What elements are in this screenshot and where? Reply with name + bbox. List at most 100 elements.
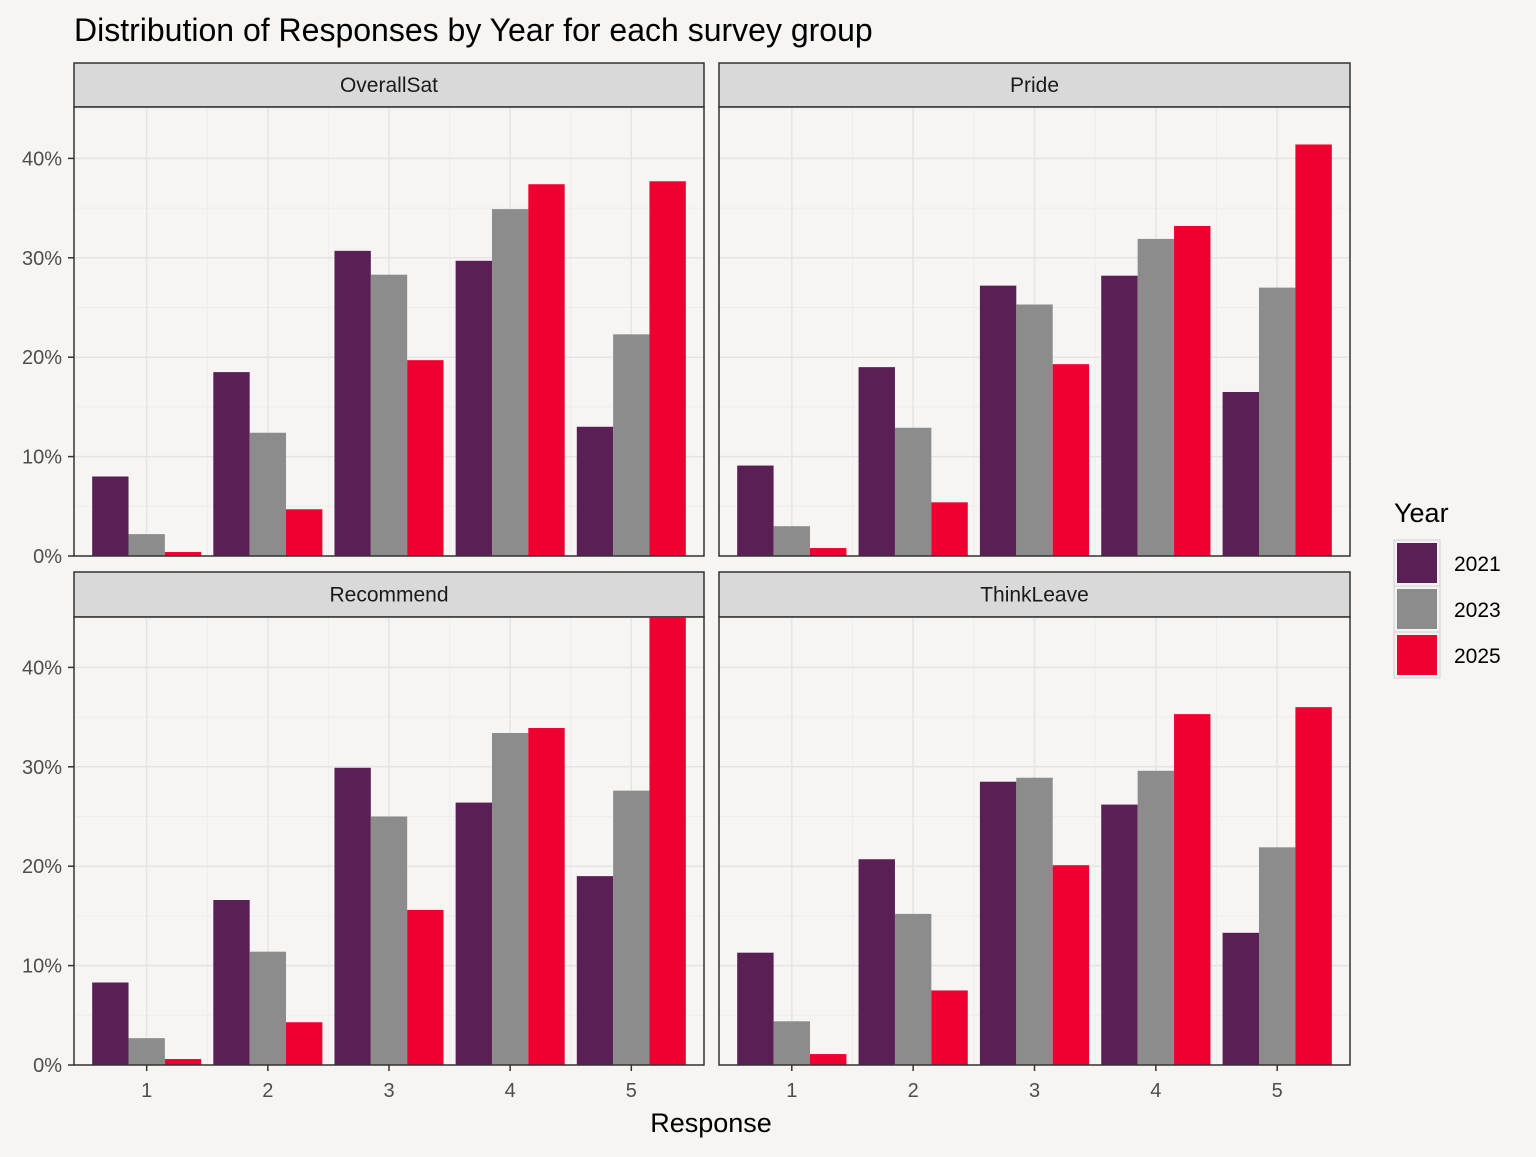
bar-pride-2021-response-2 <box>858 367 895 556</box>
x-tick-label: 2 <box>262 1080 273 1102</box>
bar-overallsat-2023-response-3 <box>370 274 408 556</box>
bar-recommend-2023-response-3 <box>370 816 408 1065</box>
legend-swatch-2021 <box>1397 543 1437 583</box>
bar-recommend-2021-response-4 <box>455 802 492 1065</box>
chart-title: Distribution of Responses by Year for ea… <box>74 12 873 48</box>
y-tick-label: 20% <box>22 347 62 369</box>
panel-border <box>73 106 705 557</box>
facet-strip-label: Recommend <box>329 584 448 607</box>
y-tick-label: 0% <box>33 1055 62 1077</box>
bar-thinkleave-2023-response-3 <box>1016 777 1053 1065</box>
facet-strip-label: OverallSat <box>340 74 438 97</box>
bar-recommend-2023-response-4 <box>491 733 529 1065</box>
y-tick-label: 40% <box>22 657 62 679</box>
y-tick-label: 40% <box>22 148 62 170</box>
bar-pride-2023-response-4 <box>1137 238 1175 556</box>
panel-border <box>718 106 1351 557</box>
facet-strip-label: Pride <box>1010 74 1059 97</box>
legend-label-2023: 2023 <box>1454 599 1501 622</box>
bar-pride-2025-response-3 <box>1052 364 1090 556</box>
facet-strip <box>718 62 1351 108</box>
facet-strip <box>73 571 705 618</box>
bar-overallsat-2021-response-2 <box>213 372 250 556</box>
x-tick-label: 4 <box>1150 1080 1161 1102</box>
bar-thinkleave-2021-response-5 <box>1222 932 1259 1065</box>
x-tick-label: 3 <box>383 1080 394 1102</box>
bar-overallsat-2023-response-4 <box>491 209 529 556</box>
bar-pride-2023-response-2 <box>894 427 932 556</box>
bar-pride-2025-response-4 <box>1174 225 1211 556</box>
panel-overallsat: OverallSat 0% 10% 20% 30% 40% <box>22 62 705 568</box>
facet-strip <box>718 571 1351 618</box>
bar-overallsat-2025-response-4 <box>528 184 565 556</box>
bar-recommend-2021-response-2 <box>213 899 250 1065</box>
bar-recommend-2023-response-5 <box>613 790 650 1065</box>
bar-recommend-2023-response-2 <box>249 951 287 1065</box>
y-tick-label: 10% <box>22 956 62 978</box>
bar-recommend-2025-response-3 <box>407 909 444 1065</box>
x-tick-label: 1 <box>786 1080 797 1102</box>
bar-pride-2021-response-1 <box>737 465 774 556</box>
bar-overallsat-2021-response-5 <box>576 426 614 556</box>
x-tick-label: 5 <box>1272 1080 1283 1102</box>
facet-strip <box>73 62 705 108</box>
bar-recommend-2025-response-1 <box>164 1059 202 1065</box>
bar-thinkleave-2025-response-1 <box>810 1054 847 1065</box>
bar-pride-2023-response-3 <box>1016 304 1053 556</box>
bar-pride-2021-response-5 <box>1222 391 1259 556</box>
bar-overallsat-2025-response-5 <box>649 181 686 556</box>
legend-label-2025: 2025 <box>1454 645 1501 668</box>
bar-pride-2023-response-5 <box>1258 287 1296 556</box>
bar-thinkleave-2025-response-2 <box>931 990 968 1065</box>
bar-overallsat-2023-response-5 <box>613 334 650 556</box>
x-tick-label: 1 <box>141 1080 152 1102</box>
y-tick-label: 20% <box>22 856 62 878</box>
bar-recommend-2025-response-2 <box>286 1022 323 1065</box>
bar-pride-2021-response-4 <box>1101 275 1138 556</box>
bar-recommend-2021-response-1 <box>92 982 129 1065</box>
y-tick-label: 10% <box>22 447 62 469</box>
bar-recommend-2021-response-5 <box>576 876 614 1065</box>
x-tick-label: 5 <box>626 1080 637 1102</box>
bar-recommend-2025-response-5 <box>649 617 686 1065</box>
bar-pride-2025-response-2 <box>931 502 968 556</box>
bar-pride-2025-response-1 <box>810 548 847 556</box>
x-tick-label: 4 <box>505 1080 516 1102</box>
bar-thinkleave-2021-response-4 <box>1101 804 1138 1065</box>
x-axis-title: Response <box>650 1108 772 1138</box>
y-tick-label: 30% <box>22 248 62 270</box>
panel-pride: Pride <box>718 62 1351 557</box>
bar-thinkleave-2025-response-4 <box>1174 714 1211 1065</box>
legend-swatch-2025 <box>1397 635 1437 675</box>
bar-overallsat-2025-response-2 <box>286 509 323 556</box>
bar-thinkleave-2023-response-1 <box>773 1021 811 1065</box>
bar-thinkleave-2025-response-5 <box>1295 707 1332 1065</box>
bar-thinkleave-2025-response-3 <box>1052 865 1090 1065</box>
bar-recommend-2023-response-1 <box>128 1038 165 1065</box>
bar-thinkleave-2023-response-4 <box>1137 770 1175 1065</box>
bar-pride-2025-response-5 <box>1295 144 1332 556</box>
x-tick-label: 3 <box>1029 1080 1040 1102</box>
legend-title: Year <box>1394 498 1449 528</box>
bar-overallsat-2021-response-4 <box>455 260 492 556</box>
bar-pride-2021-response-3 <box>979 285 1017 556</box>
bar-recommend-2021-response-3 <box>334 767 371 1065</box>
bar-recommend-2025-response-4 <box>528 728 565 1065</box>
bar-thinkleave-2021-response-3 <box>979 781 1017 1065</box>
bar-overallsat-2025-response-1 <box>164 552 202 556</box>
bar-overallsat-2023-response-1 <box>128 534 165 556</box>
panel-thinkleave: ThinkLeave 1 2 3 4 5 <box>718 571 1351 1102</box>
bar-thinkleave-2023-response-2 <box>894 913 932 1065</box>
bar-overallsat-2023-response-2 <box>249 432 287 556</box>
bar-overallsat-2025-response-3 <box>407 360 444 556</box>
bar-overallsat-2021-response-1 <box>92 476 129 556</box>
panel-recommend: Recommend 0% 10% 20% 30% 40% 1 2 3 4 5 <box>22 571 705 1102</box>
legend: Year 2021 2023 2025 <box>1393 498 1501 679</box>
x-tick-label: 2 <box>908 1080 919 1102</box>
bar-thinkleave-2023-response-5 <box>1258 847 1296 1065</box>
facet-panels: OverallSat 0% 10% 20% 30% 40% Pride Recommend 0%… <box>22 62 1351 1102</box>
bar-thinkleave-2021-response-2 <box>858 859 895 1065</box>
legend-label-2021: 2021 <box>1454 553 1501 576</box>
